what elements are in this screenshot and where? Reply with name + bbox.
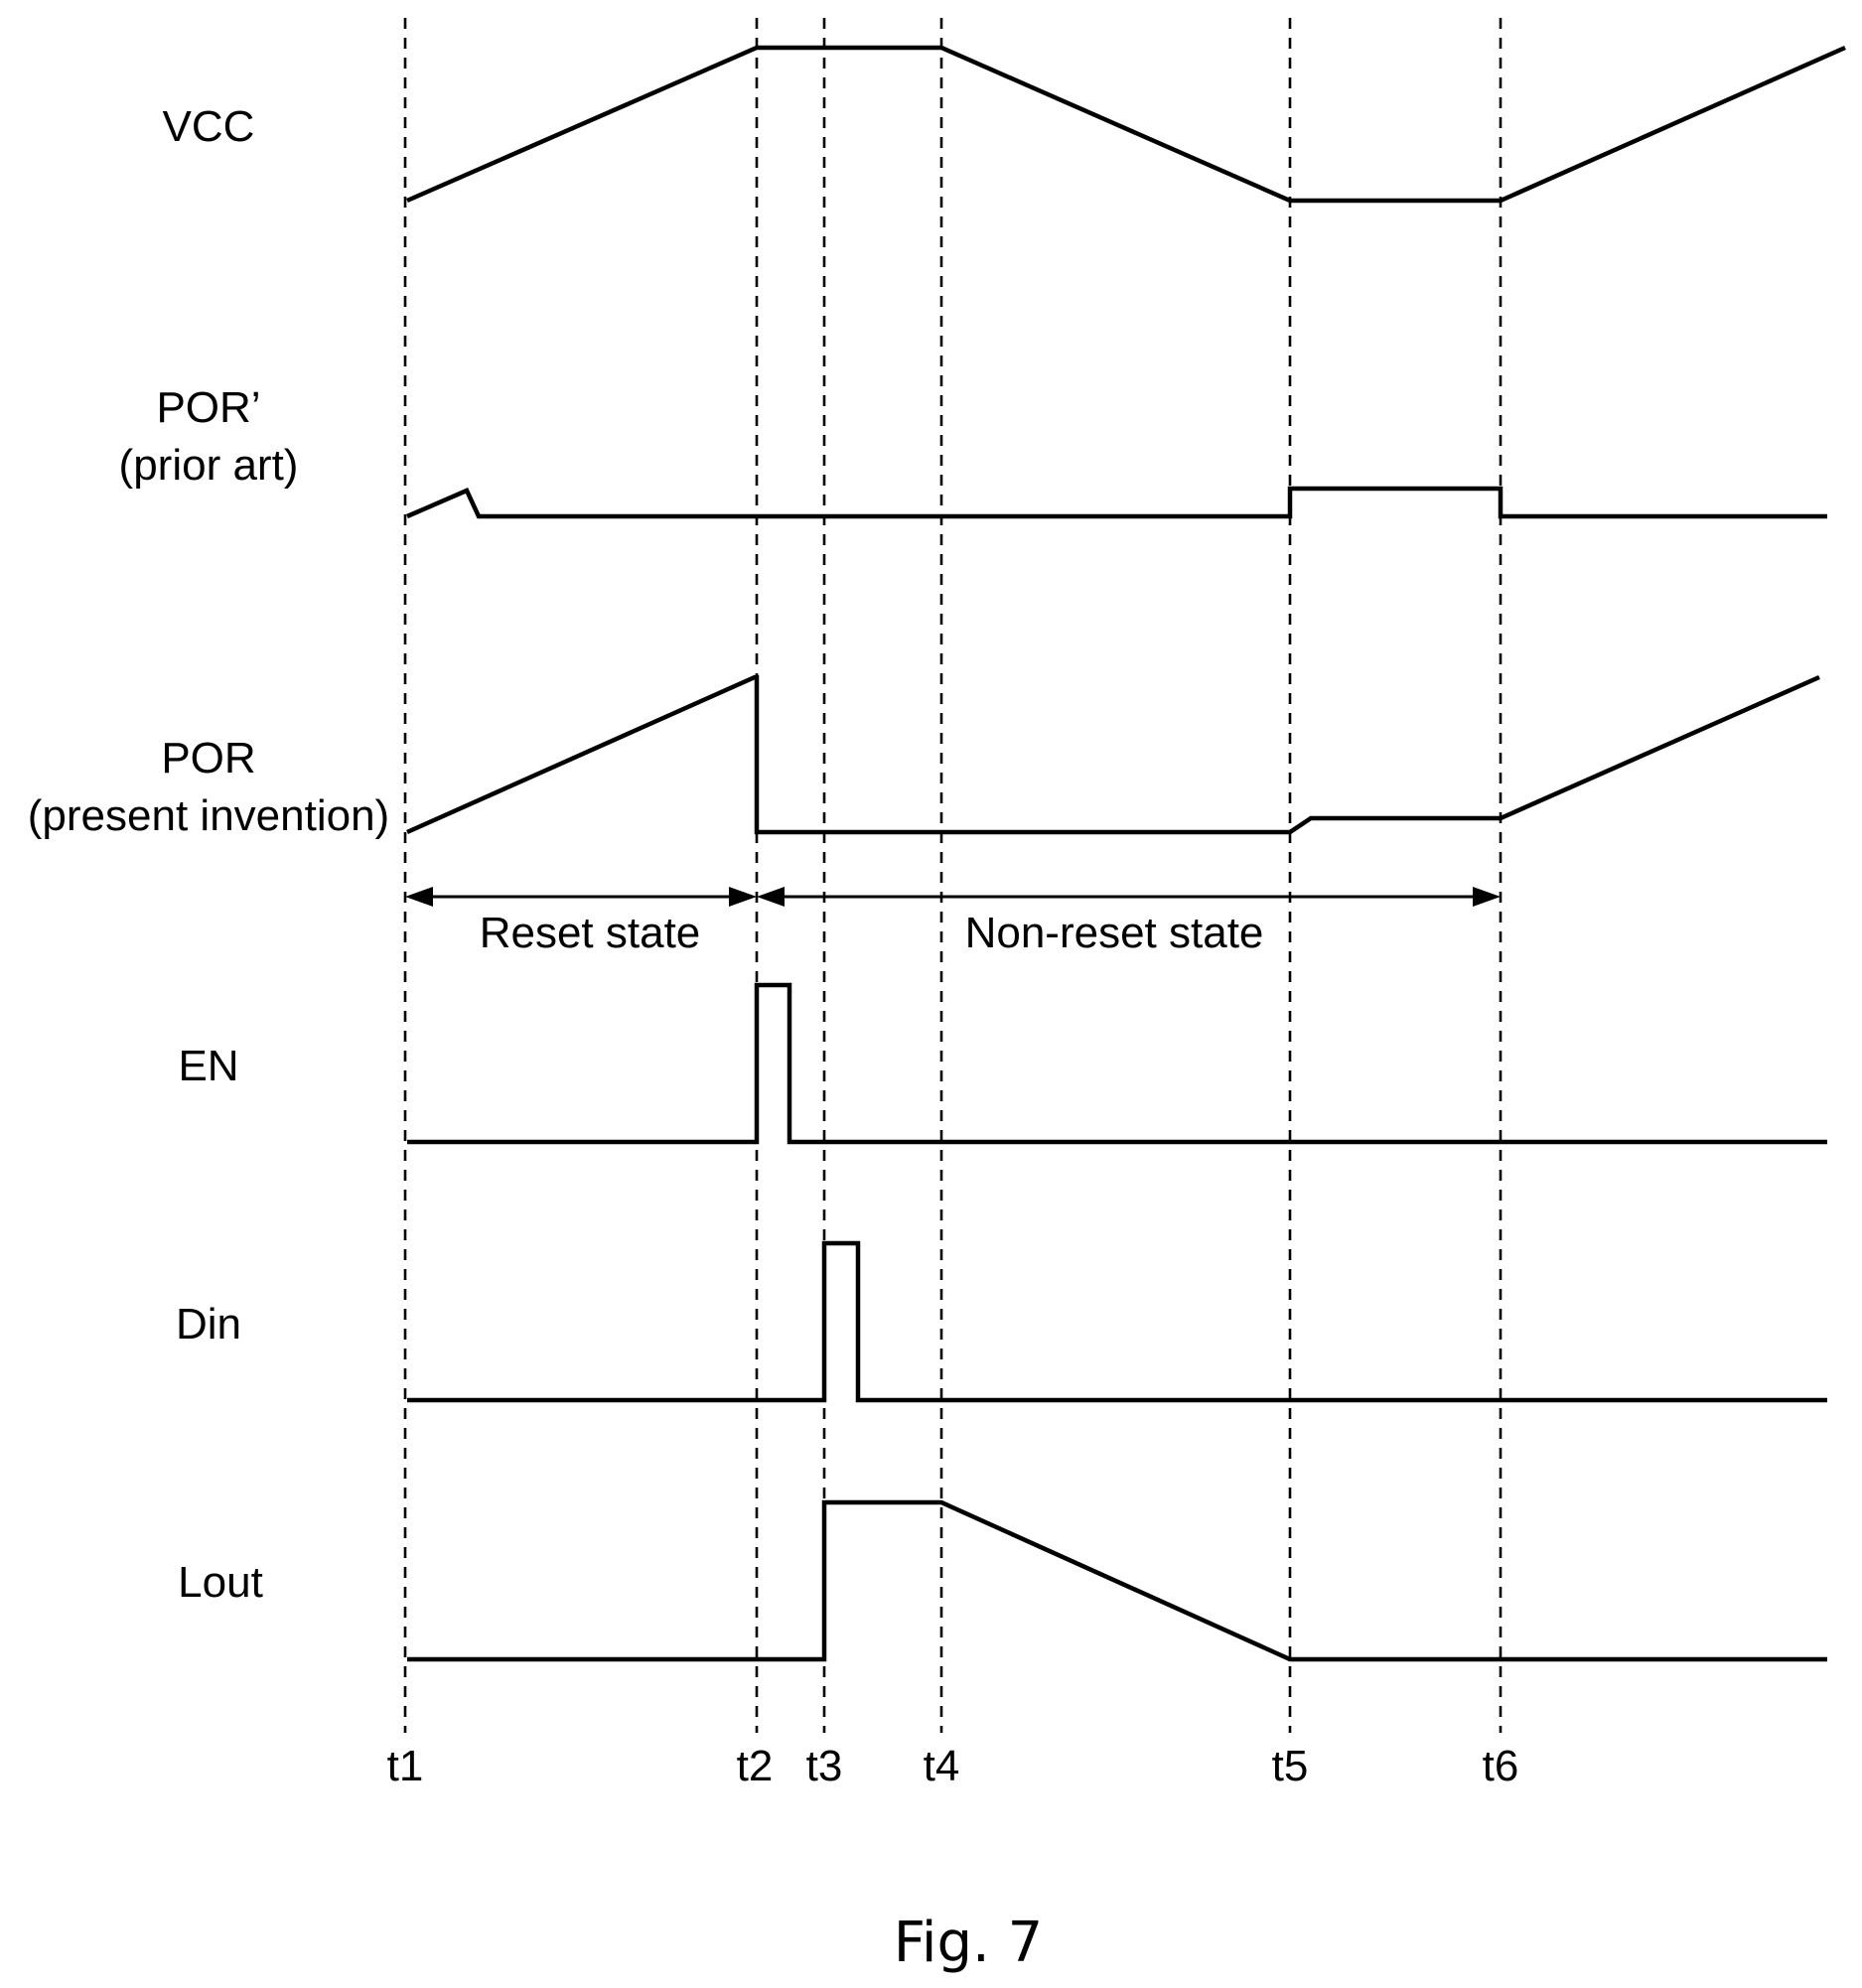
signal-label-por-invention: POR: [161, 734, 255, 782]
signal-label-en: EN: [178, 1042, 238, 1090]
signal-label-por-prior-note: (prior art): [119, 441, 299, 490]
signal-label-din: Din: [176, 1300, 241, 1349]
waveform-lout: [407, 1499, 1827, 1662]
waveform-por-prior: [406, 486, 1827, 519]
non-reset-state-span: [757, 887, 1501, 907]
non-reset-state-arrow-right: [1473, 887, 1501, 907]
time-label-t2: t2: [737, 1742, 774, 1790]
time-label-t1: t1: [387, 1742, 424, 1790]
reset-state-arrow-left: [405, 887, 433, 907]
waveform-por-invention: [406, 674, 1820, 835]
signal-label-lout: Lout: [178, 1558, 263, 1607]
non-reset-state-label: Non-reset state: [965, 909, 1264, 957]
non-reset-state-arrow-left: [757, 887, 785, 907]
figure-caption: Fig. 7: [894, 1911, 1043, 1975]
time-label-t5: t5: [1272, 1742, 1309, 1790]
signal-label-por-invention-note: (present invention): [28, 791, 389, 840]
signal-label-vcc: VCC: [163, 102, 255, 151]
reset-state-span: [405, 887, 757, 907]
time-label-t6: t6: [1483, 1742, 1519, 1790]
signal-label-por-prior: POR’: [156, 383, 260, 432]
reset-state-arrow-right: [729, 887, 757, 907]
reset-state-label: Reset state: [480, 909, 701, 957]
time-guides: [403, 18, 1503, 1733]
time-label-t4: t4: [924, 1742, 960, 1790]
waveform-din: [407, 1240, 1827, 1403]
time-label-t3: t3: [806, 1742, 843, 1790]
waveform-vcc: [406, 45, 1846, 204]
waveform-en: [407, 982, 1827, 1145]
